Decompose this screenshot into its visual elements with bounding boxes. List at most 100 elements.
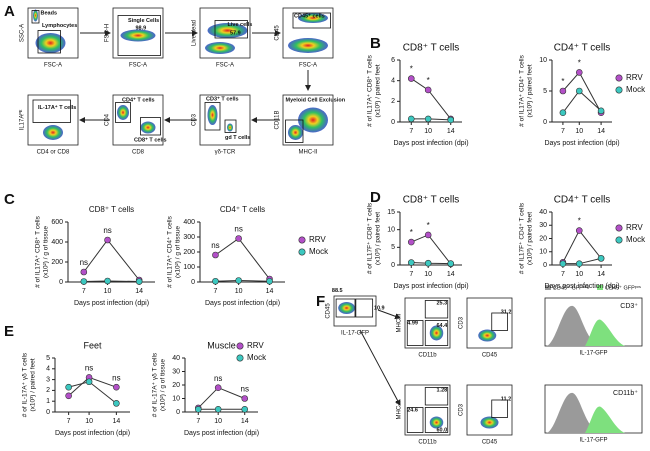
legend-label: RRV (247, 341, 264, 350)
histogram (547, 392, 600, 433)
y-tick-label: 200 (183, 249, 195, 256)
legend-label: Mock (626, 85, 646, 94)
x-tick-label: 14 (241, 418, 249, 425)
x-tick-label: 7 (214, 288, 218, 295)
chart-title: CD4⁺ T cells (554, 195, 611, 206)
data-point (575, 87, 583, 95)
y-tick-label: 10 (539, 57, 547, 64)
annotation: * (410, 65, 413, 74)
y-axis-label: (x10³) / paired feet (375, 212, 382, 265)
x-tick-label: 10 (214, 418, 222, 425)
data-point (235, 277, 242, 284)
legend-marker (615, 224, 623, 232)
data-point (597, 255, 605, 262)
data-point (104, 277, 111, 285)
y-tick-label: 2 (391, 98, 395, 105)
y-axis-label: # of IL17F⁺ CD8⁺ T cells (367, 202, 374, 274)
data-point (407, 259, 415, 266)
panel-label: C (4, 191, 15, 208)
data-point (113, 383, 120, 391)
x-tick-label: 14 (597, 128, 605, 135)
cell-cluster (120, 29, 156, 42)
y-tick-label: 40 (172, 355, 180, 362)
gate (406, 407, 424, 433)
data-point (104, 236, 111, 244)
x-axis-label: CD4 or CD8 (37, 150, 70, 156)
legend-label: RRV (626, 73, 643, 82)
x-tick-label: 7 (409, 271, 413, 278)
data-point (80, 268, 88, 276)
series-line (83, 280, 140, 282)
y-axis-label: CD45 (326, 303, 332, 319)
data-point (597, 107, 605, 115)
chart-title: CD8⁺ T cells (403, 195, 460, 206)
flow-plot (404, 297, 451, 349)
gate-label: CD45⁺ cells (294, 12, 325, 19)
x-axis-label: FSC-A (129, 63, 147, 69)
data-point (559, 260, 567, 267)
annotation: * (410, 228, 413, 237)
histogram (547, 305, 600, 346)
gate-label: gd T cells (225, 135, 250, 141)
gate-label: 4.99 (407, 320, 418, 326)
legend-label: Mock (247, 353, 267, 362)
gate-label: 60.0 (437, 427, 448, 433)
chart-title: Muscle (207, 340, 236, 350)
y-tick-label: 5 (391, 244, 395, 251)
legend-label: RRV (309, 235, 326, 244)
data-point (214, 384, 222, 392)
annotation: ns (103, 226, 111, 235)
x-axis-label: CD8 (132, 150, 145, 156)
data-point (447, 116, 455, 124)
gate (214, 20, 248, 39)
y-tick-label: 5 (46, 355, 50, 362)
x-tick-label: 7 (82, 288, 86, 295)
cell-cluster (480, 416, 499, 429)
gate (115, 102, 131, 123)
x-axis-label: CD45 (482, 353, 498, 359)
x-tick-label: 14 (597, 271, 605, 278)
cell-cluster (117, 105, 129, 120)
gate-label: CD3⁺ T cells (206, 95, 239, 102)
y-axis-label: # of IL17A⁺ CD8⁺ T cells (35, 215, 42, 287)
legend-swatch (597, 285, 603, 290)
data-point (424, 259, 432, 267)
gate (355, 298, 374, 318)
x-tick-label: 10 (235, 288, 243, 295)
data-point (575, 227, 583, 234)
gate-label: 24.6 (407, 407, 418, 413)
chart-title: CD4⁺ T cells (554, 43, 611, 54)
gate (491, 399, 508, 418)
annotation: ns (241, 385, 249, 394)
annotation: * (578, 217, 581, 226)
x-axis-label: Days post infection (dpi) (393, 140, 468, 147)
x-axis-label: Days post infection (dpi) (393, 283, 468, 290)
legend-label: Mock (309, 247, 329, 256)
annotation: ns (80, 258, 88, 267)
cell-cluster (288, 125, 303, 140)
annotation: * (427, 76, 430, 85)
gate-label: Live cells (228, 22, 253, 28)
y-tick-label: 0 (59, 279, 63, 286)
arrow (377, 309, 401, 320)
data-point (424, 231, 432, 239)
x-axis-label: IL-17-GFP (579, 351, 607, 357)
data-point (559, 109, 567, 116)
y-tick-label: 15 (387, 209, 395, 216)
annotation: ns (214, 374, 222, 383)
annotation: ns (85, 364, 93, 373)
y-tick-label: 0 (46, 409, 50, 416)
y-tick-label: 0 (191, 279, 195, 286)
legend-marker (298, 236, 306, 244)
gate-label: 10.9 (374, 305, 385, 311)
x-axis-label: Days post infection (dpi) (544, 140, 619, 147)
y-axis-label: SSC-A (20, 24, 26, 42)
x-axis-label: MHC-II (299, 150, 318, 156)
y-tick-label: 3 (46, 376, 50, 383)
data-point (113, 400, 120, 407)
panel-label: E (4, 323, 14, 340)
gate-label: 25.3 (437, 300, 448, 306)
legend-marker (615, 74, 623, 82)
legend-marker (615, 86, 623, 94)
